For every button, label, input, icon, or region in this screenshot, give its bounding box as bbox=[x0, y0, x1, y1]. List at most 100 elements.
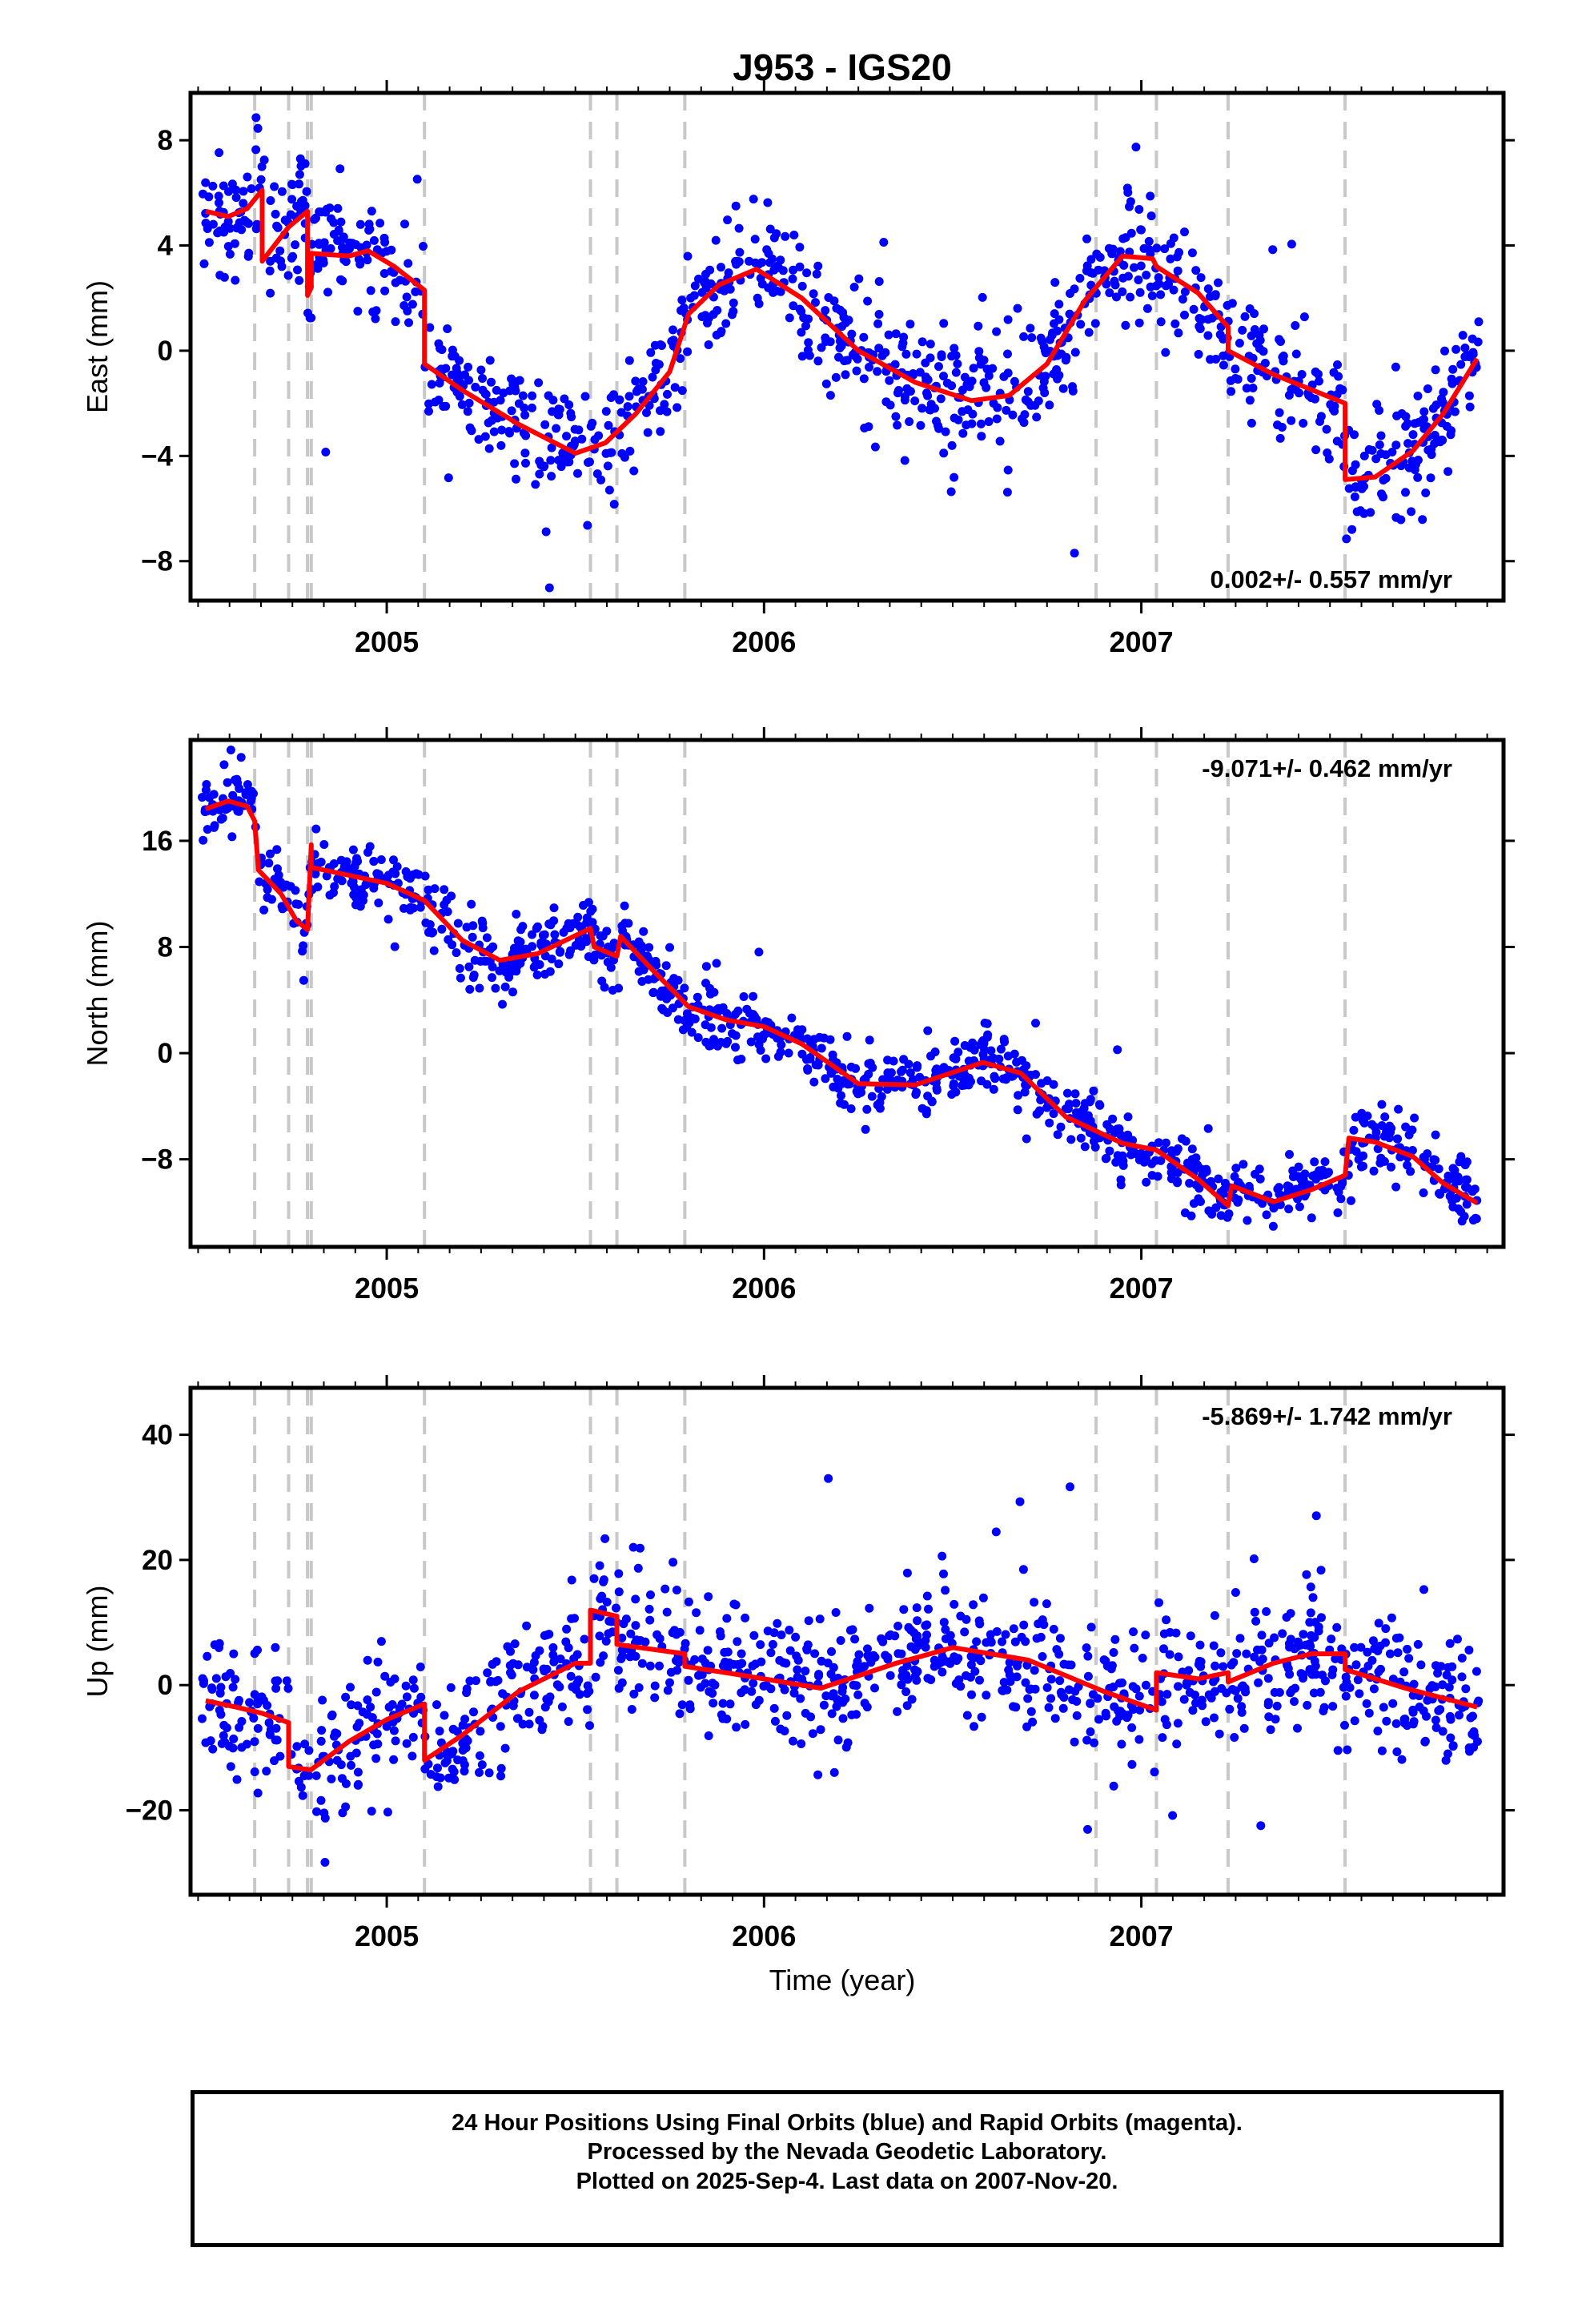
data-point bbox=[327, 1774, 336, 1783]
data-point bbox=[731, 201, 741, 211]
rate-annotation: -9.071+/- 0.462 mm/yr bbox=[1202, 754, 1452, 782]
data-point bbox=[231, 1675, 240, 1684]
data-point bbox=[1239, 1160, 1248, 1169]
data-point bbox=[1196, 1197, 1205, 1206]
data-point bbox=[1054, 315, 1064, 324]
data-point bbox=[1110, 280, 1120, 290]
data-point bbox=[1262, 1210, 1271, 1220]
data-point bbox=[225, 249, 235, 259]
data-point bbox=[1179, 1695, 1189, 1704]
data-point bbox=[489, 397, 499, 407]
data-point bbox=[1138, 1654, 1147, 1663]
data-point bbox=[1311, 394, 1319, 404]
data-point bbox=[1070, 348, 1080, 357]
data-point bbox=[380, 286, 390, 296]
data-point bbox=[1336, 1194, 1346, 1204]
data-point bbox=[239, 199, 248, 208]
data-point bbox=[1180, 1208, 1190, 1217]
data-point bbox=[420, 871, 430, 881]
data-point bbox=[1012, 1057, 1022, 1067]
data-point bbox=[498, 1689, 508, 1699]
data-point bbox=[444, 935, 453, 944]
data-point bbox=[363, 255, 372, 265]
data-point bbox=[1196, 273, 1206, 283]
data-point bbox=[235, 1695, 243, 1705]
data-point bbox=[1407, 456, 1417, 466]
data-point bbox=[930, 1655, 939, 1665]
data-point bbox=[573, 912, 583, 922]
data-point bbox=[1438, 1727, 1447, 1736]
data-point bbox=[1344, 484, 1354, 493]
data-point bbox=[1162, 1690, 1172, 1699]
data-point bbox=[735, 247, 745, 257]
data-point bbox=[219, 1720, 229, 1730]
data-point bbox=[628, 1542, 638, 1552]
data-point bbox=[1215, 1729, 1224, 1739]
data-point bbox=[1442, 1671, 1452, 1680]
data-point bbox=[554, 959, 564, 969]
data-point bbox=[954, 415, 963, 424]
x-tick-label: 2006 bbox=[732, 625, 796, 658]
data-point bbox=[789, 1736, 797, 1746]
data-point bbox=[443, 324, 452, 333]
data-point bbox=[1287, 384, 1296, 394]
data-point bbox=[789, 265, 798, 275]
data-point bbox=[708, 1689, 717, 1698]
data-point bbox=[1287, 1685, 1297, 1695]
data-point bbox=[812, 269, 821, 279]
data-point bbox=[534, 378, 544, 388]
data-point bbox=[1172, 1739, 1182, 1749]
data-point bbox=[1275, 408, 1284, 417]
data-point bbox=[391, 278, 400, 287]
data-point bbox=[734, 223, 744, 233]
data-point bbox=[1194, 349, 1203, 359]
data-point bbox=[791, 1632, 801, 1642]
data-point bbox=[932, 1085, 942, 1095]
data-point bbox=[263, 1701, 272, 1710]
data-point bbox=[1013, 304, 1022, 313]
data-point bbox=[1327, 1634, 1336, 1644]
data-point bbox=[746, 1037, 756, 1047]
data-point bbox=[865, 1603, 874, 1613]
data-point bbox=[1264, 1712, 1274, 1722]
data-point bbox=[614, 1683, 624, 1693]
data-point bbox=[1031, 1019, 1040, 1028]
data-point bbox=[401, 866, 411, 876]
data-point bbox=[562, 432, 571, 441]
data-point bbox=[252, 219, 262, 229]
data-point bbox=[247, 786, 256, 796]
data-point bbox=[764, 1018, 773, 1027]
data-point bbox=[1407, 507, 1416, 517]
data-point bbox=[680, 983, 689, 993]
data-point bbox=[1056, 1122, 1066, 1132]
data-point bbox=[838, 1683, 848, 1692]
data-point bbox=[804, 338, 813, 348]
data-point bbox=[693, 992, 702, 1002]
data-point bbox=[235, 1723, 244, 1732]
y-tick-label: 20 bbox=[142, 1545, 173, 1576]
data-point bbox=[1025, 1685, 1034, 1695]
data-point bbox=[292, 1742, 302, 1751]
data-point bbox=[597, 1591, 607, 1601]
data-point bbox=[894, 386, 903, 395]
data-point bbox=[1387, 1613, 1396, 1622]
data-point bbox=[1293, 1172, 1302, 1181]
data-point bbox=[207, 1683, 216, 1693]
data-point bbox=[1275, 1687, 1284, 1697]
data-point bbox=[512, 474, 520, 484]
data-point bbox=[226, 746, 235, 754]
data-point bbox=[1315, 416, 1324, 426]
data-point bbox=[1014, 1091, 1023, 1100]
data-point bbox=[1287, 416, 1296, 425]
data-point bbox=[893, 1622, 903, 1630]
data-point bbox=[1431, 1130, 1440, 1140]
data-point bbox=[1391, 1719, 1401, 1728]
data-point bbox=[503, 968, 512, 978]
data-point bbox=[917, 1104, 927, 1113]
data-point bbox=[1237, 1702, 1247, 1711]
data-point bbox=[1102, 279, 1111, 289]
data-point bbox=[1306, 1608, 1315, 1618]
data-point bbox=[416, 1692, 426, 1702]
data-point bbox=[243, 780, 252, 790]
